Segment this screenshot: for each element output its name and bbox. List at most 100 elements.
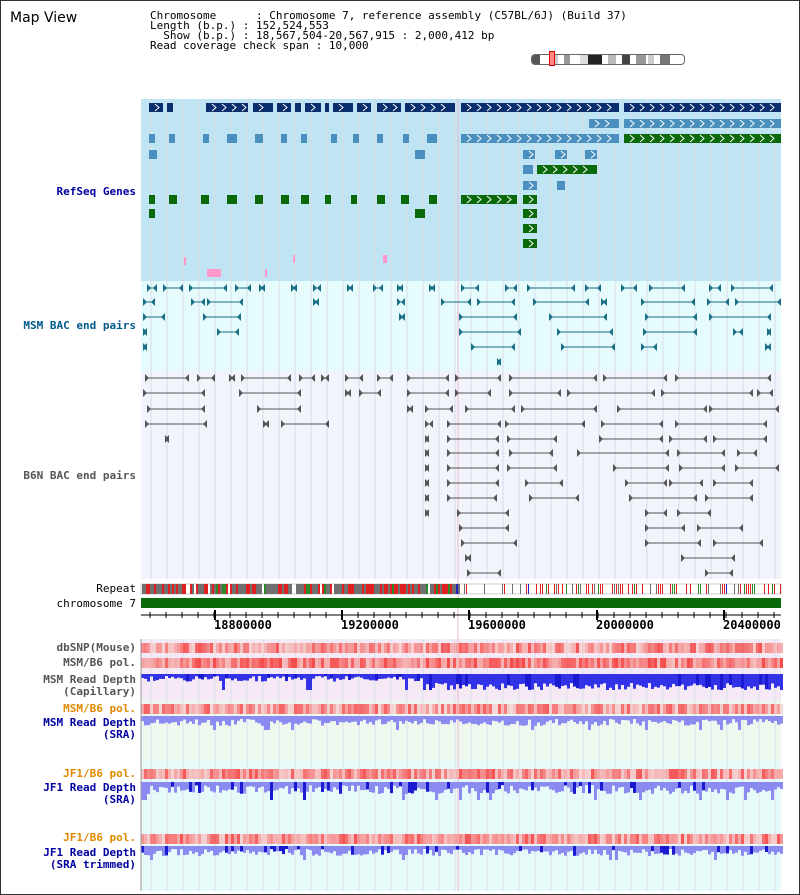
read-depth-bar [159,782,162,788]
read-depth-bar [426,782,429,792]
read-depth-bar [474,674,477,689]
polymorphism-cell [279,658,282,668]
bac-end-marker [641,343,645,351]
gene-strand-arrow [729,103,735,112]
track-label-jf1-depth-sra[interactable]: JF1 Read Depth [43,781,136,794]
polymorphism-cell [150,643,153,653]
polymorphism-cell [150,704,153,714]
polymorphism-cell [696,643,699,653]
bac-end-marker [397,298,401,306]
track-label-msm-b6-pol-2[interactable]: MSM/B6 pol. [63,702,136,715]
polymorphism-cell [231,834,234,844]
polymorphism-cell [252,658,255,668]
polymorphism-cell [576,643,579,653]
chromosome-ideogram[interactable] [531,54,685,65]
read-depth-bar [588,674,591,687]
ideogram-position-marker[interactable] [549,51,555,66]
gene-feature [255,195,263,204]
track-label-dbsnp[interactable]: dbSNP(Mouse) [56,641,136,654]
polymorphism-cell [501,658,504,668]
polymorphism-cell [639,834,642,844]
polymorphism-cell [363,658,366,668]
read-depth-bar [543,716,546,725]
polymorphism-cell [201,658,204,668]
read-depth-bar [387,716,390,722]
bac-end-marker [425,449,429,457]
polymorphism-cell [408,704,411,714]
track-label-refseq[interactable]: RefSeq Genes [56,185,136,198]
polymorphism-cell [726,704,729,714]
polymorphism-cell [546,769,549,779]
read-depth-bar [561,782,564,792]
polymorphism-cell [579,769,582,779]
repeat-element [618,584,619,594]
read-depth-bar [579,846,582,854]
gene-feature [207,269,221,277]
track-label-msm-depth-cap[interactable]: MSM Read Depth [43,673,136,686]
read-depth-bar [219,782,222,793]
gene-strand-arrow [586,103,592,112]
read-depth-bar [237,846,240,851]
polymorphism-cell [225,643,228,653]
track-label-jf1-depth-trim[interactable]: JF1 Read Depth [43,846,136,859]
read-depth-bar [345,782,348,787]
bac-end-marker [549,449,553,457]
coverage-value: 10,000 [328,39,369,52]
polymorphism-cell [477,769,480,779]
gene-strand-arrow [542,165,548,174]
polymorphism-cell [462,704,465,714]
polymorphism-cell [345,658,348,668]
polymorphism-cell [507,834,510,844]
track-label-msm-depth-sra[interactable]: MSM Read Depth [43,716,136,729]
track-label-b6n-bac[interactable]: B6N BAC end pairs [23,469,136,482]
read-depth-bar [300,782,303,793]
repeat-element [634,584,635,594]
polymorphism-cell [225,658,228,668]
repeat-element [540,584,541,594]
bac-end-marker [265,420,269,428]
polymorphism-cell [432,658,435,668]
polymorphism-cell [594,769,597,779]
read-depth-bar [717,782,720,794]
read-depth-bar [507,674,510,686]
read-depth-bar [372,716,375,725]
read-depth-bar [243,674,246,681]
read-depth-bar [243,716,246,723]
polymorphism-cell [729,643,732,653]
polymorphism-cell [354,834,357,844]
gene-strand-arrow [590,150,596,159]
track-label-chromosome[interactable]: chromosome 7 [56,597,136,610]
bac-end-marker [447,435,451,443]
track-label-msm-bac[interactable]: MSM BAC end pairs [23,319,136,332]
polymorphism-cell [207,769,210,779]
bac-end-marker [597,284,601,292]
bac-end-marker [147,405,151,413]
track-label-msm-b6-pol-1[interactable]: MSM/B6 pol. [63,656,136,669]
polymorphism-cell [564,658,567,668]
gene-feature [357,103,371,112]
read-depth-bar [399,674,402,677]
polymorphism-cell [747,834,750,844]
track-label-repeat[interactable]: Repeat [96,582,136,595]
polymorphism-cell [675,834,678,844]
polymorphism-cell [756,643,759,653]
polymorphism-cell [519,658,522,668]
polymorphism-cell [522,834,525,844]
polymorphism-cell [531,834,534,844]
polymorphism-cell [351,834,354,844]
bac-end-marker [445,389,449,397]
read-depth-bar [195,674,198,677]
bac-end-marker [321,374,325,382]
polymorphism-cell [162,704,165,714]
repeat-element [424,584,426,594]
polymorphism-cell [240,834,243,844]
gene-feature [555,150,567,159]
bac-end-marker [709,284,713,292]
read-depth-bar [534,716,537,726]
track-label-jf1-b6-pol-2[interactable]: JF1/B6 pol. [63,831,136,844]
read-depth-bar [462,846,465,853]
read-depth-bar [144,846,147,855]
bac-end-marker [681,284,685,292]
track-label-jf1-b6-pol-1[interactable]: JF1/B6 pol. [63,767,136,780]
bac-end-marker [603,374,607,382]
